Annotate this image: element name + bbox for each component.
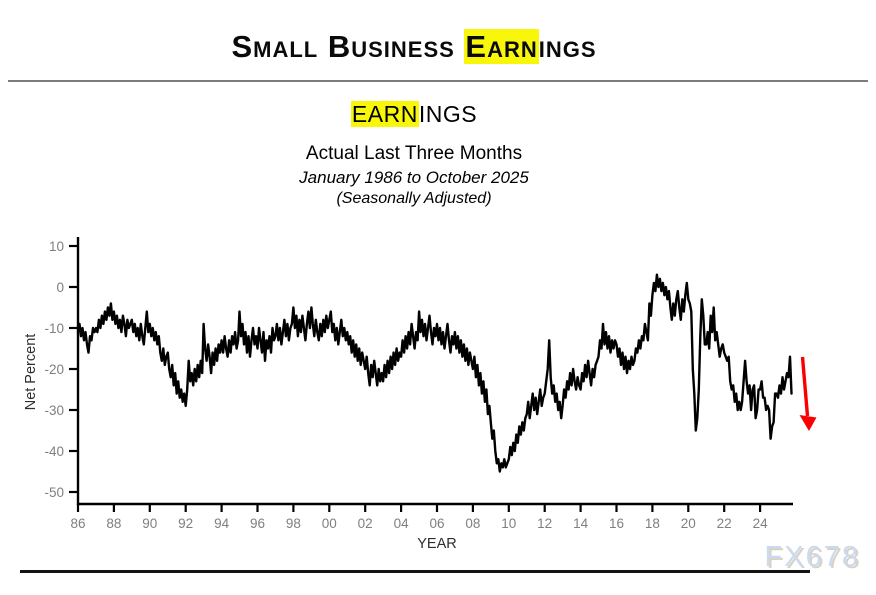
down-arrow-annotation bbox=[799, 356, 817, 431]
chart-adjustment-note: (Seasonally Adjusted) bbox=[336, 190, 492, 207]
chart-date-range: January 1986 to October 2025 bbox=[299, 168, 529, 187]
svg-text:88: 88 bbox=[106, 516, 121, 531]
x-axis-title: YEAR bbox=[417, 536, 457, 552]
svg-text:-10: -10 bbox=[44, 321, 64, 336]
fx678-watermark: FX678 bbox=[764, 541, 860, 573]
svg-text:00: 00 bbox=[322, 516, 337, 531]
svg-text:16: 16 bbox=[609, 516, 624, 531]
svg-text:24: 24 bbox=[753, 516, 769, 531]
chart-axes: 10 0 -10 -20 -30 -40 -50 86 88 90 92 94 96 98 00 02 04 06… bbox=[44, 237, 793, 531]
svg-text:12: 12 bbox=[537, 516, 552, 531]
svg-text:98: 98 bbox=[286, 516, 301, 531]
chart-title: EARNINGS bbox=[0, 101, 828, 128]
earnings-series bbox=[76, 273, 793, 473]
svg-text:92: 92 bbox=[178, 516, 193, 531]
chart-subtitle: Actual Last Three Months bbox=[305, 143, 523, 164]
svg-text:14: 14 bbox=[573, 516, 589, 531]
svg-text:10: 10 bbox=[49, 239, 64, 254]
svg-text:10: 10 bbox=[501, 516, 516, 531]
svg-text:-20: -20 bbox=[44, 362, 64, 377]
svg-text:18: 18 bbox=[645, 516, 660, 531]
svg-text:06: 06 bbox=[429, 516, 444, 531]
title-divider bbox=[8, 80, 868, 82]
svg-text:02: 02 bbox=[358, 516, 373, 531]
svg-text:-50: -50 bbox=[44, 485, 64, 500]
page-title: Small Business Earnings bbox=[0, 26, 828, 68]
svg-text:22: 22 bbox=[717, 516, 732, 531]
chart-title-highlight: EARN bbox=[350, 101, 419, 127]
svg-text:94: 94 bbox=[214, 516, 230, 531]
y-axis-title: Net Percent bbox=[23, 334, 39, 411]
bottom-divider bbox=[20, 570, 810, 573]
svg-text:-30: -30 bbox=[44, 403, 64, 418]
page-title-highlight: Earn bbox=[464, 29, 539, 64]
svg-text:90: 90 bbox=[142, 516, 157, 531]
svg-text:04: 04 bbox=[394, 516, 410, 531]
page-title-pre: Small Business bbox=[231, 29, 465, 64]
svg-text:96: 96 bbox=[250, 516, 265, 531]
earnings-line bbox=[76, 273, 793, 473]
page-title-post: ings bbox=[538, 29, 597, 64]
svg-text:0: 0 bbox=[56, 280, 64, 295]
svg-text:20: 20 bbox=[681, 516, 696, 531]
svg-text:08: 08 bbox=[465, 516, 480, 531]
svg-text:86: 86 bbox=[70, 516, 85, 531]
svg-text:-40: -40 bbox=[44, 444, 64, 459]
chart-title-rest: INGS bbox=[418, 101, 478, 127]
